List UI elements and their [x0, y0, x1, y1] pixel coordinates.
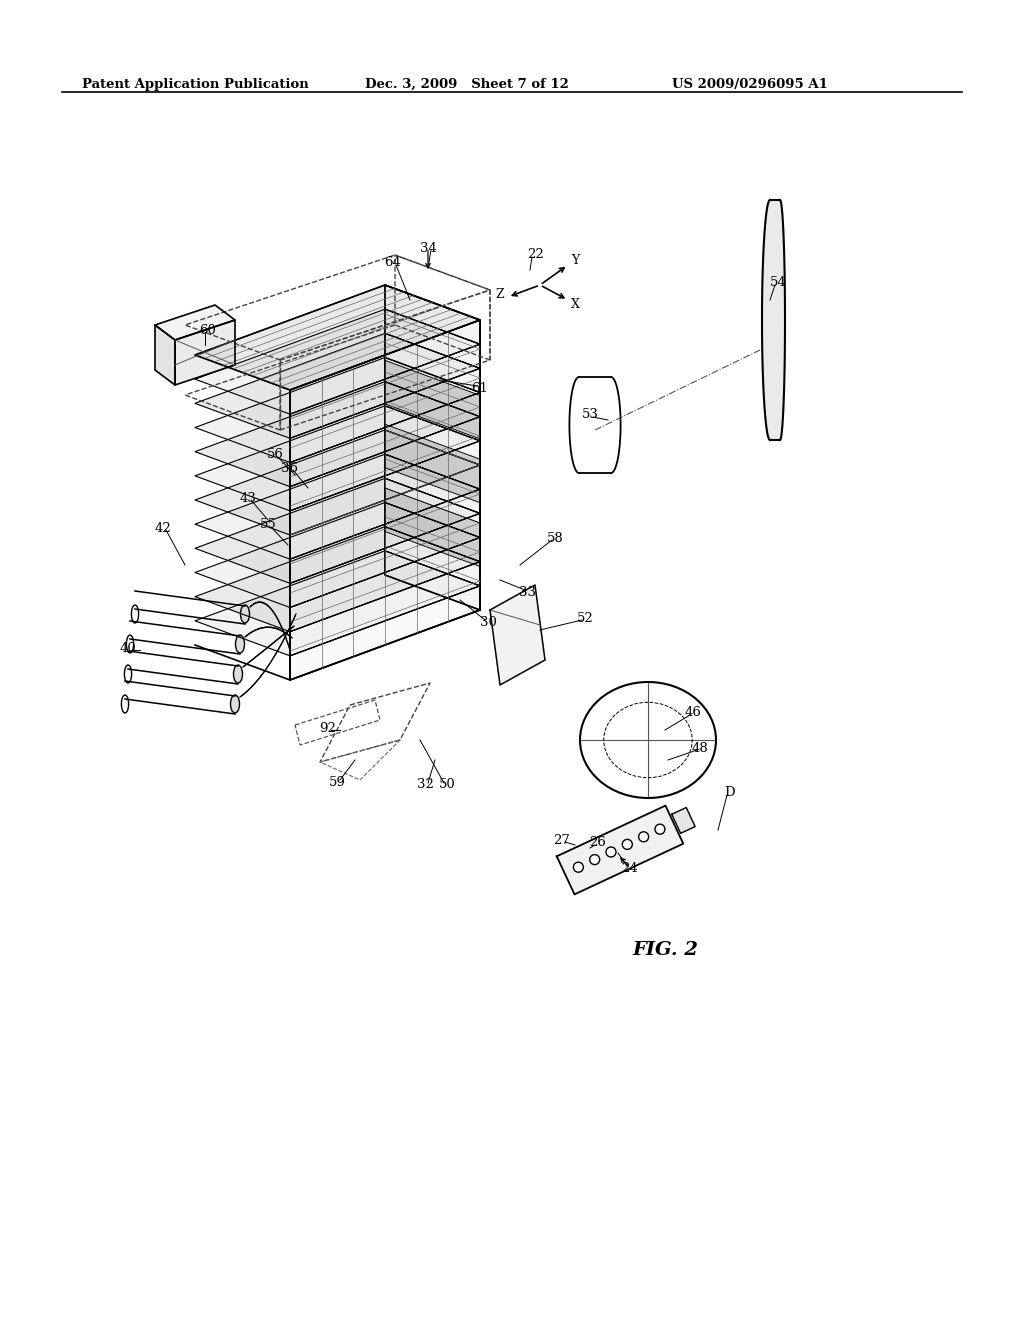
Ellipse shape: [124, 665, 132, 682]
Text: 24: 24: [622, 862, 638, 874]
Polygon shape: [195, 285, 480, 389]
Ellipse shape: [241, 605, 250, 623]
Polygon shape: [385, 334, 480, 392]
Text: 53: 53: [582, 408, 598, 421]
Text: 92: 92: [319, 722, 337, 734]
Text: 42: 42: [155, 521, 171, 535]
Text: 43: 43: [240, 491, 256, 504]
Polygon shape: [490, 585, 545, 685]
Text: 22: 22: [526, 248, 544, 261]
Polygon shape: [385, 503, 480, 562]
Polygon shape: [195, 454, 480, 560]
Polygon shape: [385, 478, 480, 537]
Ellipse shape: [122, 696, 129, 713]
Text: US 2009/0296095 A1: US 2009/0296095 A1: [672, 78, 827, 91]
Polygon shape: [672, 808, 695, 833]
Polygon shape: [290, 417, 480, 511]
Polygon shape: [385, 360, 480, 438]
Polygon shape: [290, 392, 480, 487]
Text: 30: 30: [479, 615, 497, 628]
Polygon shape: [385, 358, 480, 417]
Polygon shape: [290, 465, 480, 560]
Polygon shape: [290, 490, 480, 583]
Text: 46: 46: [685, 706, 701, 719]
Polygon shape: [195, 334, 480, 438]
Ellipse shape: [131, 605, 138, 623]
Text: 59: 59: [329, 776, 345, 788]
Text: D: D: [725, 787, 735, 800]
Text: 50: 50: [438, 779, 456, 792]
Polygon shape: [290, 513, 480, 607]
Ellipse shape: [233, 665, 243, 682]
Text: Patent Application Publication: Patent Application Publication: [82, 78, 309, 91]
Polygon shape: [155, 305, 234, 341]
Polygon shape: [385, 527, 480, 586]
Polygon shape: [290, 562, 480, 656]
Polygon shape: [385, 488, 480, 566]
Text: FIG. 2: FIG. 2: [632, 941, 698, 960]
Text: Z: Z: [496, 289, 504, 301]
Polygon shape: [195, 358, 480, 462]
Ellipse shape: [230, 696, 240, 713]
Text: 27: 27: [554, 833, 570, 846]
Text: Y: Y: [570, 255, 580, 268]
Polygon shape: [195, 503, 480, 607]
Polygon shape: [175, 319, 234, 385]
Polygon shape: [195, 478, 480, 583]
Polygon shape: [385, 381, 480, 441]
Ellipse shape: [639, 832, 648, 842]
Text: 54: 54: [770, 276, 786, 289]
Polygon shape: [385, 285, 480, 345]
Polygon shape: [290, 368, 480, 462]
Text: 33: 33: [519, 586, 537, 598]
Polygon shape: [195, 381, 480, 487]
Text: 32: 32: [417, 779, 433, 792]
Text: 26: 26: [590, 837, 606, 850]
Text: 55: 55: [260, 519, 276, 532]
Text: 48: 48: [691, 742, 709, 755]
Text: 64: 64: [385, 256, 401, 269]
Text: 52: 52: [577, 611, 593, 624]
Text: 40: 40: [120, 642, 136, 655]
Polygon shape: [195, 527, 480, 632]
Polygon shape: [290, 319, 480, 414]
Ellipse shape: [655, 824, 665, 834]
Polygon shape: [290, 586, 480, 680]
Ellipse shape: [590, 854, 600, 865]
Polygon shape: [385, 550, 480, 610]
Ellipse shape: [126, 635, 133, 653]
Text: Dec. 3, 2009   Sheet 7 of 12: Dec. 3, 2009 Sheet 7 of 12: [365, 78, 569, 91]
Polygon shape: [195, 550, 480, 656]
Text: 36: 36: [282, 462, 299, 474]
Polygon shape: [385, 309, 480, 368]
Polygon shape: [762, 201, 785, 440]
Ellipse shape: [606, 847, 616, 857]
Text: 60: 60: [200, 323, 216, 337]
Polygon shape: [385, 424, 480, 503]
Text: 58: 58: [547, 532, 563, 544]
Polygon shape: [385, 405, 480, 465]
Polygon shape: [385, 430, 480, 490]
Polygon shape: [557, 805, 683, 895]
Text: 61: 61: [472, 381, 488, 395]
Ellipse shape: [623, 840, 632, 849]
Polygon shape: [195, 430, 480, 535]
Polygon shape: [290, 345, 480, 438]
Ellipse shape: [573, 862, 584, 873]
Text: X: X: [570, 298, 580, 312]
Polygon shape: [290, 441, 480, 535]
Polygon shape: [155, 325, 175, 385]
Text: 56: 56: [266, 449, 284, 462]
Polygon shape: [385, 454, 480, 513]
Polygon shape: [195, 309, 480, 414]
Polygon shape: [290, 537, 480, 632]
Polygon shape: [195, 405, 480, 511]
Text: 34: 34: [420, 242, 436, 255]
Ellipse shape: [236, 635, 245, 653]
